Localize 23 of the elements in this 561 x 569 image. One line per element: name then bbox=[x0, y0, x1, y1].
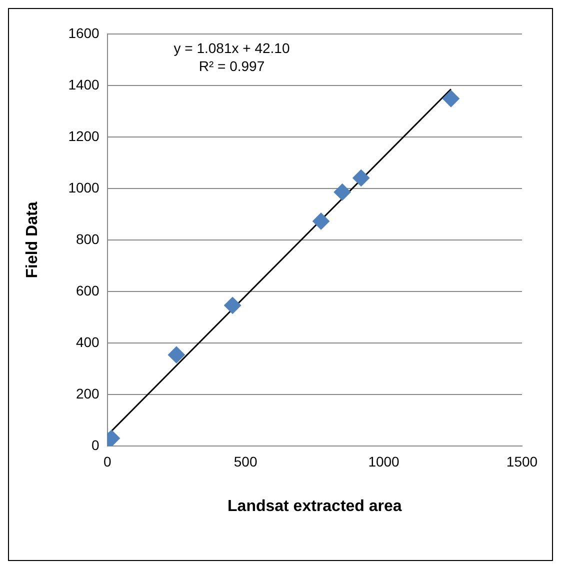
y-tick-label: 0 bbox=[92, 436, 100, 453]
y-tick-label: 1000 bbox=[68, 179, 100, 196]
annotation: R² = 0.997 bbox=[198, 58, 265, 74]
point bbox=[312, 212, 330, 230]
y-tick-label: 1400 bbox=[68, 76, 100, 92]
x-tick-label: 1500 bbox=[506, 453, 538, 470]
y-axis-title: Field Data bbox=[24, 202, 42, 278]
x-tick-label: 1000 bbox=[368, 453, 400, 470]
point bbox=[352, 169, 370, 186]
x-tick-label: 0 bbox=[103, 453, 112, 470]
x-axis-title: Landsat extracted area bbox=[228, 498, 402, 515]
x-tick-label: 500 bbox=[234, 453, 258, 470]
point bbox=[168, 346, 185, 364]
y-tick-label: 400 bbox=[76, 334, 100, 350]
point bbox=[442, 90, 460, 108]
y-tick-label: 1200 bbox=[68, 128, 100, 144]
point bbox=[334, 184, 351, 201]
y-tick-label: 600 bbox=[76, 282, 100, 298]
annotation: y = 1.081x + 42.10 bbox=[174, 40, 290, 56]
point bbox=[224, 296, 242, 314]
y-tick-label: 800 bbox=[76, 230, 100, 247]
y-tick-label: 200 bbox=[76, 385, 100, 402]
y-tick-label: 1600 bbox=[68, 24, 100, 41]
